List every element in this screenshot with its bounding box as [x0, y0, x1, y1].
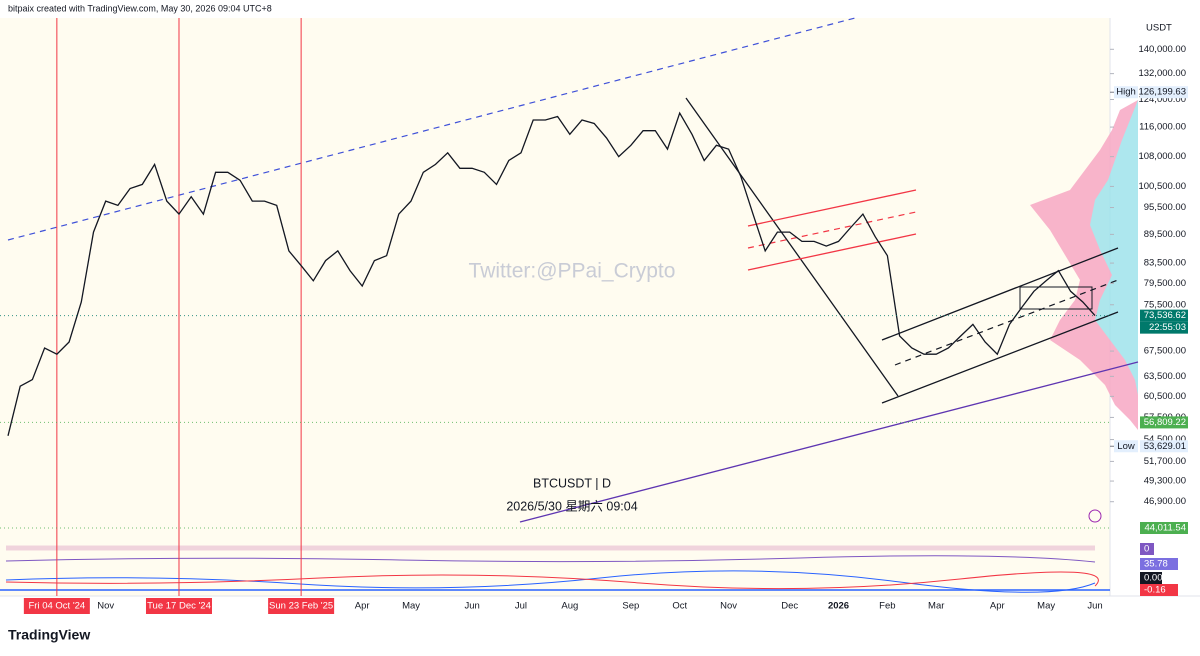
price-marker-name: High: [1116, 87, 1136, 98]
x-tick-label: Apr: [990, 601, 1005, 612]
price-marker-label: 126,199.63: [1138, 87, 1186, 98]
black-channel-top: [881, 247, 1119, 341]
price-marker-name: Low: [1117, 441, 1135, 452]
black-channel-mid: [894, 279, 1119, 366]
plot-background: [0, 18, 1110, 596]
range-box: [1019, 286, 1093, 310]
volume-profile: [1030, 100, 1138, 430]
y-tick-label: 67,500.00: [1144, 346, 1186, 357]
indicator-label: 0: [1144, 544, 1149, 555]
x-tick-label: Oct: [672, 601, 687, 612]
indicator-label-box: [1140, 543, 1154, 555]
price-marker-label: 56,809.22: [1144, 417, 1186, 428]
macd-line: [5, 570, 1096, 593]
currency: USDT: [1146, 23, 1172, 34]
x-tick-label: Nov: [720, 601, 737, 612]
red-channel-bottom: [747, 233, 917, 271]
y-tick-label: 75,500.00: [1144, 299, 1186, 310]
indicator-label-box: [1140, 584, 1178, 596]
indicator-label-box: [1140, 572, 1162, 584]
x-tick-label: Feb: [879, 601, 895, 612]
price-marker-name-box: [1114, 440, 1138, 453]
x-tick-label: Jul: [515, 601, 527, 612]
date-label-box: [268, 598, 335, 614]
black-channel-bottom: [881, 311, 1119, 404]
date-label-box: [145, 598, 212, 614]
y-tick-label: 116,000.00: [1139, 122, 1186, 133]
y-tick-label: 108,000.00: [1138, 151, 1186, 162]
y-tick-label: 100,500.00: [1138, 181, 1186, 192]
x-tick-label: Sun 23 Feb '25: [269, 601, 333, 612]
x-tick-label: Jun: [1087, 601, 1102, 612]
price-marker-box: [1140, 416, 1188, 429]
y-tick-label: 83,500.00: [1144, 258, 1186, 269]
y-tick-label: 140,000.00: [1138, 44, 1186, 55]
red-channel-mid: [747, 211, 917, 249]
y-tick-label: 79,500.00: [1144, 278, 1186, 289]
indicator-label: 35.78: [1144, 559, 1168, 570]
countdown: 22:55:03: [1149, 322, 1186, 333]
x-tick-label: Tue 17 Dec '24: [147, 601, 211, 612]
indicator-label: 0.00: [1144, 573, 1163, 584]
price-marker-label: 44,011.54: [1144, 523, 1186, 534]
price-marker-box: [1140, 440, 1188, 453]
symbol-label: BTCUSDT | D: [533, 476, 611, 490]
price-marker-box: [1140, 309, 1188, 322]
watermark: Twitter:@PPai_Crypto: [469, 260, 676, 283]
y-tick-label: 54,500.00: [1144, 434, 1186, 445]
y-tick-label: 60,500.00: [1144, 391, 1186, 402]
price-line: [7, 111, 1096, 436]
long-trend-dashed: [7, 17, 856, 241]
price-marker-box: [1140, 86, 1188, 99]
decline-arrow: [685, 97, 899, 397]
x-tick-label: Dec: [781, 601, 798, 612]
price-marker-label: 73,536.62: [1144, 310, 1186, 321]
indicator-pane: [0, 545, 1110, 593]
y-tick-label: 89,500.00: [1144, 229, 1186, 240]
y-tick-label: 63,500.00: [1144, 371, 1186, 382]
brand-logo: TradingView: [8, 627, 90, 643]
x-tick-label: Nov: [97, 601, 114, 612]
drawings: [7, 17, 1139, 523]
volume-profile-buy: [1090, 100, 1138, 395]
rsi-line: [5, 555, 1096, 563]
price-marker-name-box: [1114, 86, 1138, 99]
y-tick-label: 124,000.00: [1138, 94, 1186, 105]
indicator-label-box: [1140, 558, 1178, 570]
x-tick-label: Jun: [464, 601, 479, 612]
x-tick-label: Fri 04 Oct '24: [28, 601, 85, 612]
price-marker-label: 53,629.01: [1144, 441, 1186, 452]
y-tick-label: 95,500.00: [1144, 202, 1186, 213]
x-tick-label: 2026: [828, 601, 849, 612]
timestamp-label: 2026/5/30 星期六 09:04: [506, 499, 637, 513]
alert-icon[interactable]: [1088, 509, 1102, 523]
x-tick-label: Sep: [622, 601, 639, 612]
signal-line: [5, 571, 1099, 590]
x-tick-label: Aug: [561, 601, 578, 612]
y-tick-label: 46,900.00: [1144, 496, 1186, 507]
long-trend-support: [519, 361, 1139, 523]
x-tick-label: Mar: [928, 601, 944, 612]
date-label-box: [23, 598, 90, 614]
indicator-label: -0.16: [1144, 585, 1166, 596]
x-tick-label: Apr: [355, 601, 370, 612]
y-tick-label: 51,700.00: [1144, 456, 1186, 467]
price-marker-box: [1140, 522, 1188, 535]
red-channel-top: [747, 189, 917, 227]
x-tick-label: May: [1037, 601, 1055, 612]
y-tick-label: 132,000.00: [1138, 68, 1186, 79]
header-credit: bitpaix created with TradingView.com, Ma…: [8, 3, 272, 13]
x-tick-label: May: [402, 601, 420, 612]
countdown-box: [1140, 321, 1188, 334]
y-tick-label: 49,300.00: [1144, 476, 1186, 487]
